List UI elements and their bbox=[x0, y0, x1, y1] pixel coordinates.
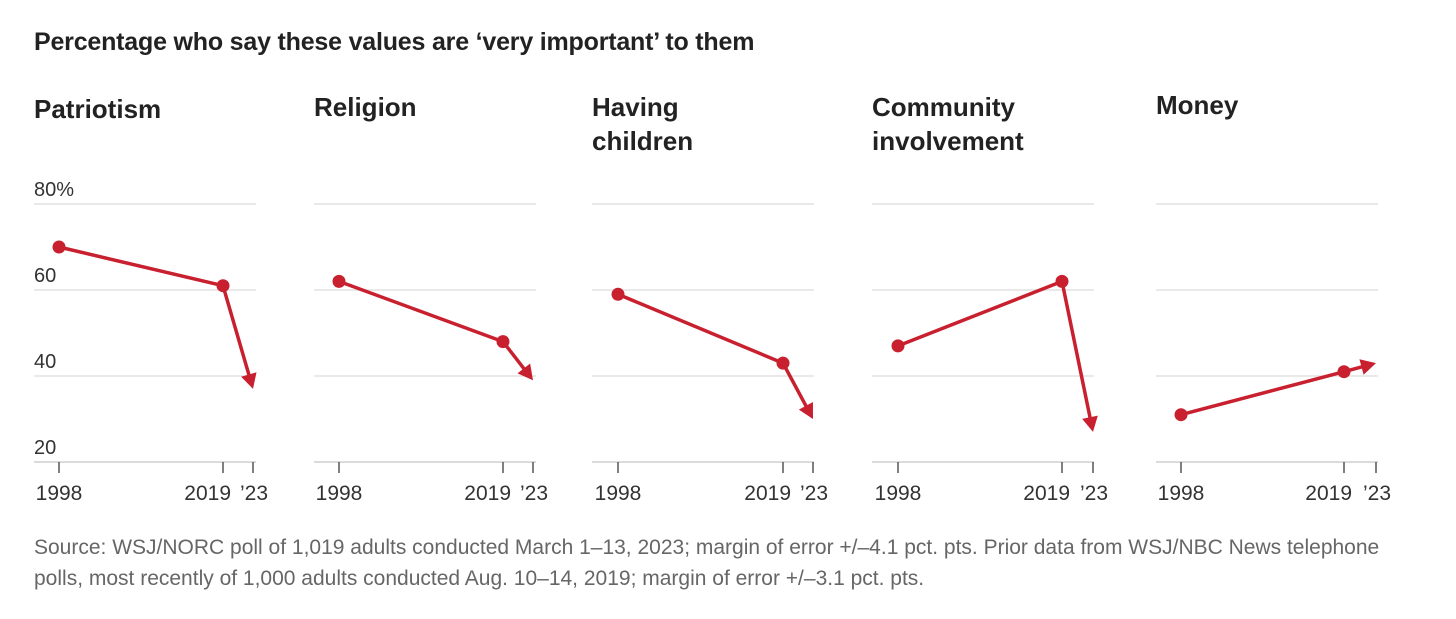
data-point-1998 bbox=[1174, 408, 1188, 422]
x-tick-label: 1998 bbox=[595, 482, 642, 505]
data-point-1998 bbox=[52, 240, 66, 254]
arrow-head-2023 bbox=[1082, 415, 1098, 432]
data-point-1998 bbox=[891, 339, 905, 353]
small-multiples-chart: 20 40 60 80% 1998 2019 ’23 1998 2019 ’23 1998 2019 ’… bbox=[34, 179, 1391, 505]
x-tick-label: ’23 bbox=[800, 482, 828, 505]
data-point-2019 bbox=[496, 335, 510, 349]
panel-title-money: Money bbox=[1156, 90, 1239, 120]
panel-title-community-involvement: Community involvement bbox=[872, 92, 1024, 156]
y-tick-label: 20 bbox=[34, 437, 56, 459]
data-point-2019 bbox=[1337, 365, 1351, 379]
data-point-1998 bbox=[611, 287, 625, 301]
chart-title: Percentage who say these values are ‘ver… bbox=[34, 28, 755, 56]
series-line bbox=[1179, 369, 1346, 417]
x-tick-label: 1998 bbox=[875, 482, 922, 505]
series-line-2023-arrow-shaft bbox=[781, 361, 809, 410]
panel-title-religion: Religion bbox=[314, 92, 417, 122]
panel-title-having-children: Having children bbox=[592, 92, 694, 156]
data-point-2019 bbox=[1055, 274, 1069, 288]
series-line bbox=[57, 245, 225, 288]
x-tick-label: 1998 bbox=[1158, 482, 1205, 505]
x-tick-label: 2019 bbox=[744, 482, 791, 505]
series-line-2023-arrow-shaft bbox=[221, 283, 252, 379]
x-tick-label: ’23 bbox=[1363, 482, 1391, 505]
panel-title-patriotism: Patriotism bbox=[34, 94, 162, 124]
x-tick-label: ’23 bbox=[240, 482, 268, 505]
x-tick-label: 2019 bbox=[464, 482, 511, 505]
y-tick-label: 60 bbox=[34, 265, 56, 287]
series-line bbox=[896, 279, 1064, 348]
source-note: Source: WSJ/NORC poll of 1,019 adults co… bbox=[34, 536, 1380, 590]
y-tick-label: 40 bbox=[34, 351, 56, 373]
x-tick-label: 2019 bbox=[1305, 482, 1352, 505]
arrow-head-2023 bbox=[798, 402, 813, 419]
series-line bbox=[337, 279, 505, 344]
y-tick-label: 80% bbox=[34, 179, 74, 201]
data-point-2019 bbox=[216, 279, 230, 293]
x-tick-label: 1998 bbox=[36, 482, 83, 505]
x-tick-label: 1998 bbox=[316, 482, 363, 505]
x-tick-label: ’23 bbox=[1080, 482, 1108, 505]
x-tick-label: 2019 bbox=[1023, 482, 1070, 505]
x-tick-label: ’23 bbox=[520, 482, 548, 505]
arrow-head-2023 bbox=[517, 363, 533, 381]
arrow-head-2023 bbox=[1359, 359, 1376, 375]
arrow-head-2023 bbox=[241, 372, 257, 389]
x-tick-label: 2019 bbox=[184, 482, 231, 505]
series-line bbox=[616, 292, 785, 365]
data-point-1998 bbox=[332, 274, 346, 288]
series-line-2023-arrow-shaft bbox=[1060, 279, 1093, 421]
data-point-2019 bbox=[776, 356, 790, 370]
